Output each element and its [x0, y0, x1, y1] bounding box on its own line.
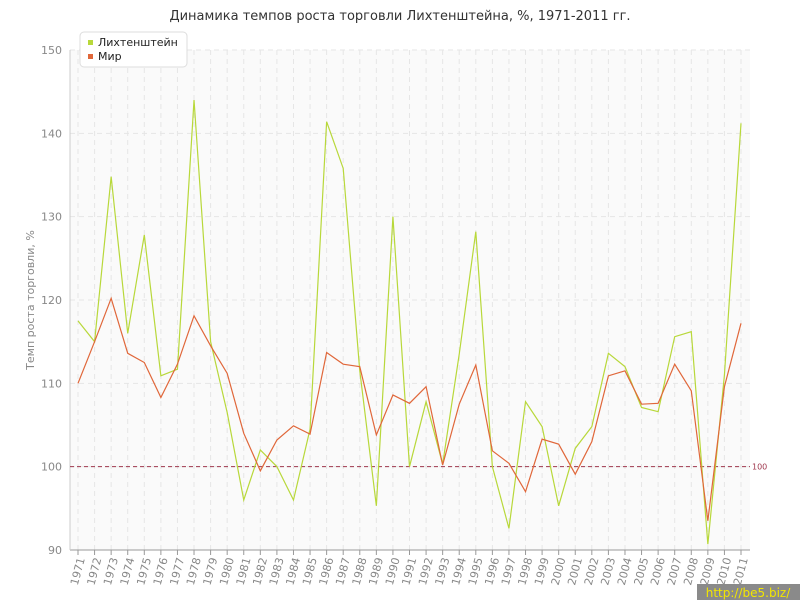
- y-tick-label: 120: [41, 294, 62, 307]
- legend-box: [79, 31, 188, 68]
- watermark: http://be5.biz/: [706, 586, 791, 600]
- series-line: [77, 99, 742, 545]
- watermark-box: [697, 584, 800, 600]
- y-tick-label: 90: [48, 544, 62, 557]
- x-tick-label: 2011: [731, 556, 751, 586]
- legend-label: Мир: [98, 50, 122, 63]
- y-axis-label: Темп роста торговли, %: [24, 230, 37, 371]
- y-tick-label: 100: [41, 461, 62, 474]
- reference-label: 100: [752, 463, 767, 472]
- legend-label: Лихтенштейн: [98, 36, 178, 49]
- legend-swatch: [88, 54, 93, 59]
- chart-title: Динамика темпов роста торговли Лихтенште…: [169, 9, 630, 24]
- series-line: [77, 296, 742, 521]
- y-tick-label: 150: [41, 44, 62, 57]
- y-tick-label: 110: [41, 377, 62, 390]
- y-tick-label: 140: [41, 127, 62, 140]
- y-tick-label: 130: [41, 211, 62, 224]
- legend-swatch: [88, 40, 93, 45]
